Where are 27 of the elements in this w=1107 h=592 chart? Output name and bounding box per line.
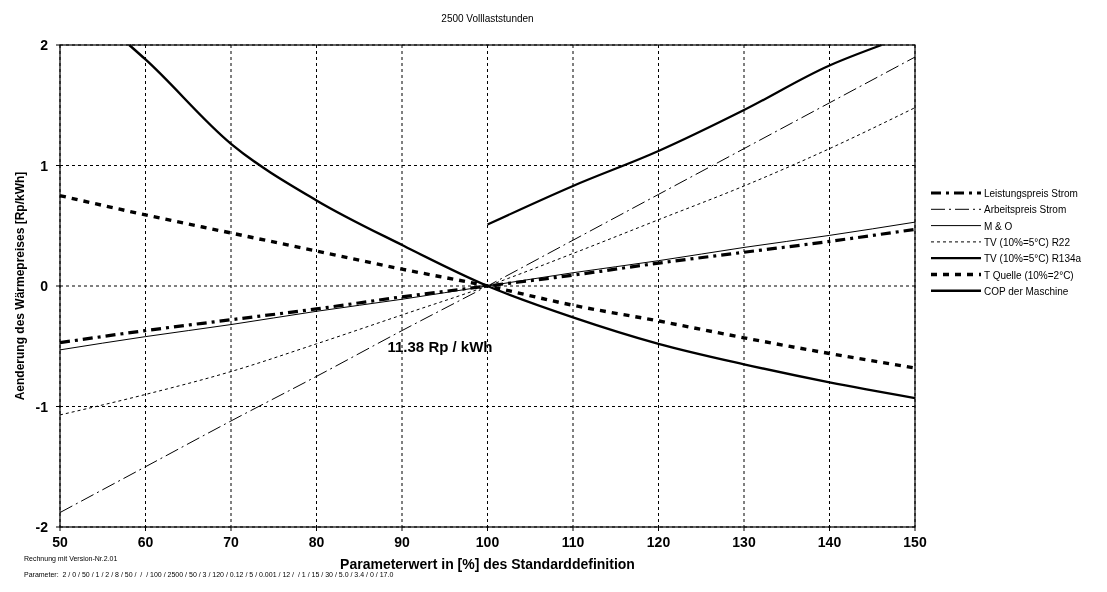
y-tick-label: 0: [40, 278, 49, 294]
x-tick-label: 100: [475, 534, 500, 550]
legend-label: TV (10%=5°C) R134a: [984, 253, 1082, 265]
legend-label: M & O: [984, 220, 1013, 232]
x-tick-label: 140: [817, 534, 842, 550]
x-tick-label: 120: [646, 534, 671, 550]
y-tick-label: -2: [35, 519, 49, 535]
y-tick-label: -1: [35, 398, 49, 415]
y-tick-label: 2: [40, 37, 49, 53]
legend-label: Leistungspreis Strom: [984, 188, 1078, 199]
x-tick-label: 50: [52, 534, 68, 550]
x-tick-label: 80: [308, 534, 325, 550]
x-tick-label: 60: [137, 534, 154, 550]
legend-label: COP der Maschine: [984, 285, 1069, 297]
legend-label: T Quelle (10%=2°C): [984, 269, 1074, 281]
x-axis-title: Parameterwert in [%] des Standarddefinition: [340, 556, 635, 572]
y-axis-title: Aenderung des Wärmepreises [Rp/kWh]: [13, 171, 27, 401]
x-tick-label: 70: [223, 534, 239, 550]
annotation: 11.38 Rp / kWh: [387, 338, 493, 356]
y-tick-label: 1: [40, 157, 49, 174]
legend-label: Arbeitspreis Strom: [984, 204, 1067, 216]
x-tick-label: 110: [561, 534, 585, 550]
x-tick-label: 130: [732, 534, 756, 550]
legend-label: TV (10%=5°C) R22: [984, 236, 1071, 248]
x-tick-label: 150: [903, 534, 927, 550]
chart-title: 2500 Volllaststunden: [441, 13, 534, 24]
x-tick-label: 90: [394, 534, 410, 550]
